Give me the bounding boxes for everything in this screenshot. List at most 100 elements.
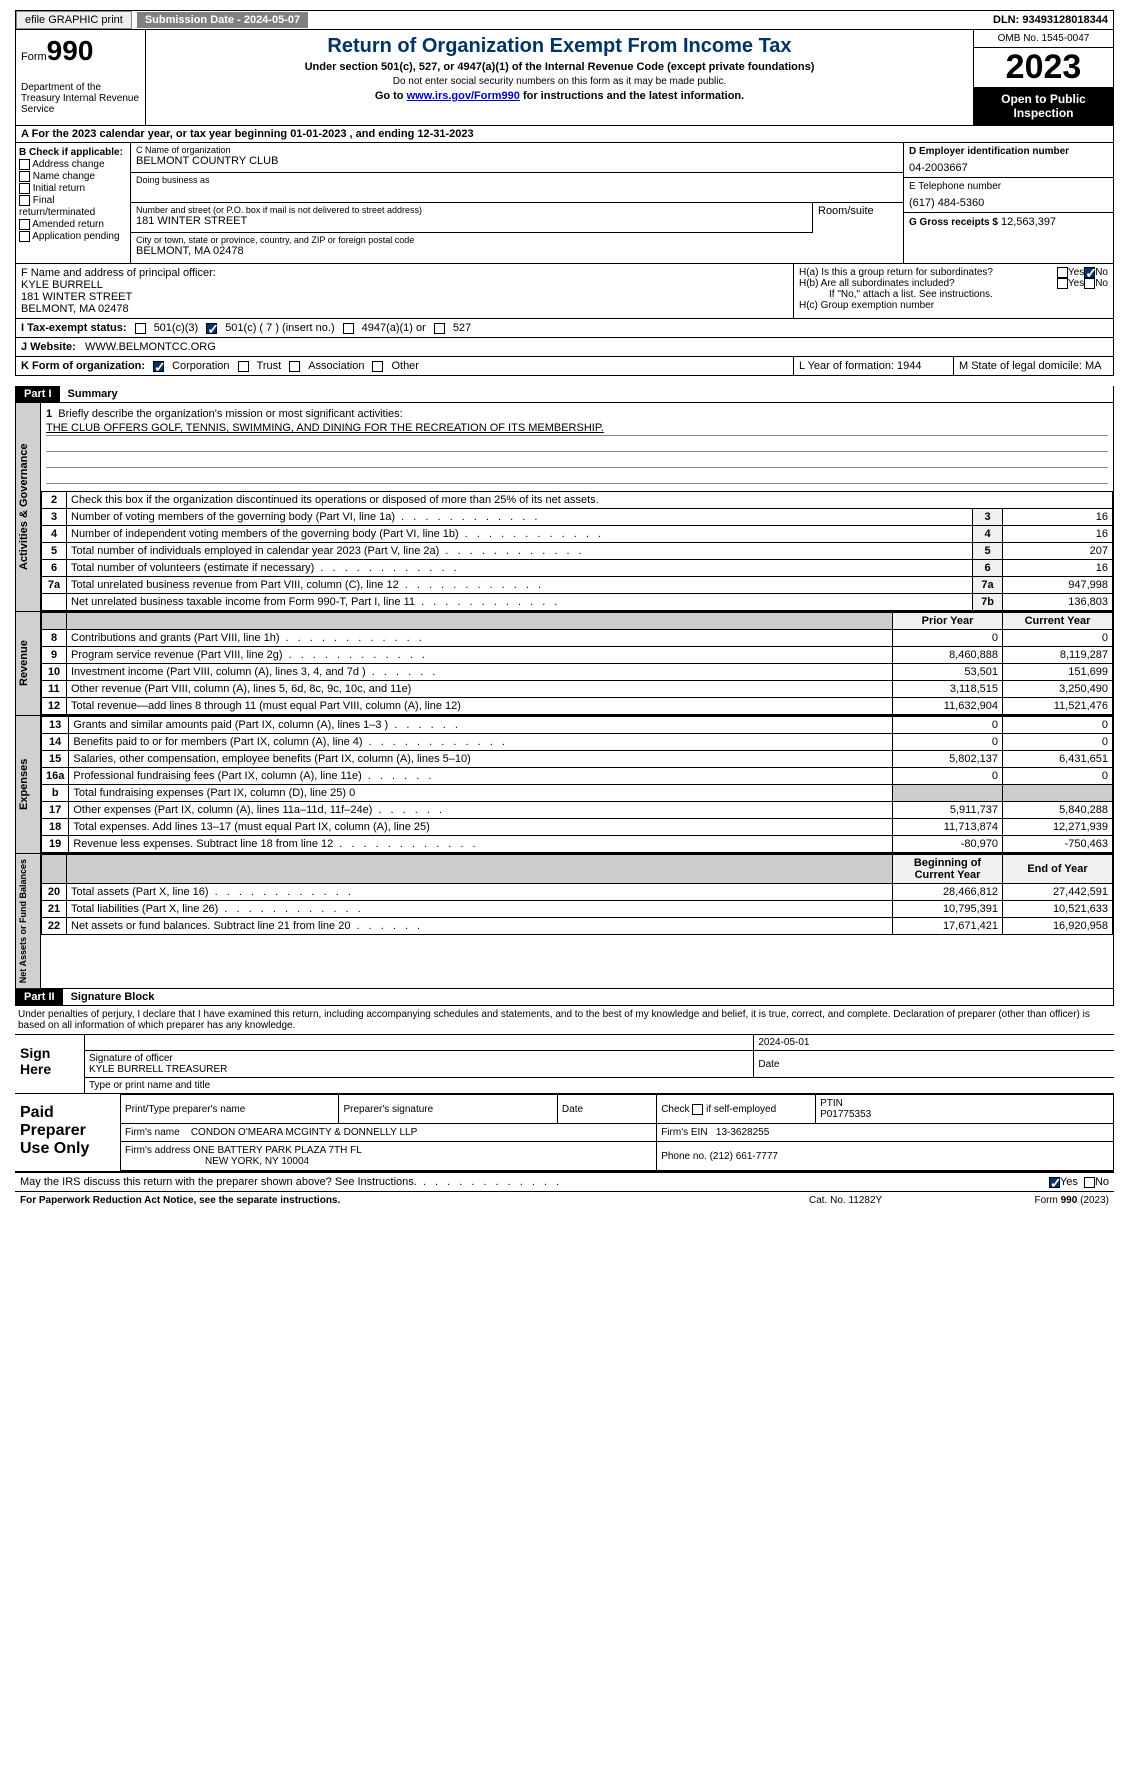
cb-pending[interactable] [19, 231, 30, 242]
cb-501c[interactable] [206, 323, 217, 334]
subtitle-2: Do not enter social security numbers on … [151, 76, 968, 87]
firm-label: Firm's name [125, 1127, 180, 1138]
hdr-eoy: End of Year [1003, 855, 1113, 884]
p18: 11,713,874 [893, 819, 1003, 836]
firm-addr2: NEW YORK, NY 10004 [125, 1156, 309, 1167]
org-name-label: C Name of organization [136, 145, 898, 155]
sig-date-label: Date [754, 1051, 1114, 1078]
cb-other[interactable] [372, 361, 383, 372]
cb-trust[interactable] [238, 361, 249, 372]
city-value: BELMONT, MA 02478 [136, 245, 898, 257]
line4: Number of independent voting members of … [71, 528, 459, 540]
section-b-label: B Check if applicable: [19, 147, 127, 158]
c11: 3,250,490 [1003, 681, 1113, 698]
form-header: Form990 Department of the Treasury Inter… [15, 30, 1114, 126]
p13: 0 [893, 717, 1003, 734]
cb-ha-no[interactable] [1084, 267, 1095, 278]
subtitle-3: Go to www.irs.gov/Form990 for instructio… [151, 90, 968, 102]
j-label: J Website: [21, 341, 76, 353]
p11: 3,118,515 [893, 681, 1003, 698]
part2-header: Part IISignature Block [15, 989, 1114, 1006]
p16a: 0 [893, 768, 1003, 785]
subtitle-1: Under section 501(c), 527, or 4947(a)(1)… [151, 61, 968, 73]
cb-ha-yes[interactable] [1057, 267, 1068, 278]
val7b: 136,803 [1003, 594, 1113, 611]
cb-527[interactable] [434, 323, 445, 334]
line10: Investment income (Part VIII, column (A)… [71, 666, 366, 678]
discuss-row: May the IRS discuss this return with the… [15, 1173, 1114, 1192]
cb-self-emp[interactable] [692, 1104, 703, 1115]
c13: 0 [1003, 717, 1113, 734]
phone-label: E Telephone number [909, 181, 1108, 192]
officer-addr1: 181 WINTER STREET [21, 291, 788, 303]
form-number: 990 [47, 35, 94, 66]
val6: 16 [1003, 560, 1113, 577]
h-note: If "No," attach a list. See instructions… [799, 289, 1108, 300]
website: WWW.BELMONTCC.ORG [85, 341, 216, 353]
irs-link[interactable]: www.irs.gov/Form990 [407, 90, 520, 102]
c21: 10,521,633 [1003, 901, 1113, 918]
summary-netassets: Net Assets or Fund Balances Beginning of… [15, 854, 1114, 989]
firm-phone: (212) 661-7777 [710, 1151, 778, 1162]
preparer-block: Paid Preparer Use Only Print/Type prepar… [15, 1094, 1114, 1173]
cb-corp[interactable] [153, 361, 164, 372]
cb-hb-yes[interactable] [1057, 278, 1068, 289]
c15: 6,431,651 [1003, 751, 1113, 768]
line16b: Total fundraising expenses (Part IX, col… [73, 787, 355, 799]
line5: Total number of individuals employed in … [71, 545, 439, 557]
sidelabel-governance: Activities & Governance [16, 403, 41, 611]
firm-addr-label: Firm's address [125, 1145, 190, 1156]
prep-c2: Preparer's signature [339, 1095, 557, 1124]
cb-501c3[interactable] [135, 323, 146, 334]
i-label: I Tax-exempt status: [21, 322, 127, 334]
p21: 10,795,391 [893, 901, 1003, 918]
officer-name: KYLE BURRELL [21, 279, 788, 291]
line17: Other expenses (Part IX, column (A), lin… [73, 804, 372, 816]
firm-addr1: ONE BATTERY PARK PLAZA 7TH FL [193, 1145, 362, 1156]
line11: Other revenue (Part VIII, column (A), li… [71, 683, 411, 695]
prep-label: Paid Preparer Use Only [15, 1094, 120, 1171]
p22: 17,671,421 [893, 918, 1003, 935]
omb-number: OMB No. 1545-0047 [974, 30, 1113, 48]
row-klm: K Form of organization: Corporation Trus… [15, 357, 1114, 376]
cb-name-change[interactable] [19, 171, 30, 182]
cb-final-return[interactable] [19, 195, 30, 206]
prep-c1: Print/Type preparer's name [121, 1095, 339, 1124]
cb-discuss-no[interactable] [1084, 1177, 1095, 1188]
p20: 28,466,812 [893, 884, 1003, 901]
val7a: 947,998 [1003, 577, 1113, 594]
sig-officer-label: Signature of officer [89, 1053, 749, 1064]
prep-c3: Date [557, 1095, 656, 1124]
officer-addr2: BELMONT, MA 02478 [21, 303, 788, 315]
sidelabel-revenue: Revenue [16, 612, 41, 715]
p10: 53,501 [893, 664, 1003, 681]
p8: 0 [893, 630, 1003, 647]
officer-label: F Name and address of principal officer: [21, 267, 788, 279]
line2: Check this box if the organization disco… [71, 494, 599, 506]
line22: Net assets or fund balances. Subtract li… [71, 920, 350, 932]
mission-label: Briefly describe the organization's miss… [58, 408, 402, 420]
cb-4947[interactable] [343, 323, 354, 334]
c10: 151,699 [1003, 664, 1113, 681]
efile-button[interactable]: efile GRAPHIC print [16, 11, 132, 29]
row-j: J Website: WWW.BELMONTCC.ORG [15, 338, 1114, 357]
cb-assoc[interactable] [289, 361, 300, 372]
row-a-tax-year: A For the 2023 calendar year, or tax yea… [15, 126, 1114, 143]
dba-label: Doing business as [136, 175, 898, 185]
prep-ptin: P01775353 [820, 1109, 1109, 1120]
sign-date: 2024-05-01 [754, 1035, 1114, 1051]
cb-address-change[interactable] [19, 159, 30, 170]
val5: 207 [1003, 543, 1113, 560]
cb-discuss-yes[interactable] [1049, 1177, 1060, 1188]
val4: 16 [1003, 526, 1113, 543]
cb-amended[interactable] [19, 219, 30, 230]
cb-hb-no[interactable] [1084, 278, 1095, 289]
cb-initial-return[interactable] [19, 183, 30, 194]
line14: Benefits paid to or for members (Part IX… [73, 736, 362, 748]
section-bcd: B Check if applicable: Address change Na… [15, 143, 1114, 264]
c12: 11,521,476 [1003, 698, 1113, 715]
c14: 0 [1003, 734, 1113, 751]
part1-header: Part ISummary [15, 386, 1114, 403]
summary-revenue: Revenue Prior YearCurrent Year 8Contribu… [15, 612, 1114, 716]
k-label: K Form of organization: [21, 360, 145, 372]
